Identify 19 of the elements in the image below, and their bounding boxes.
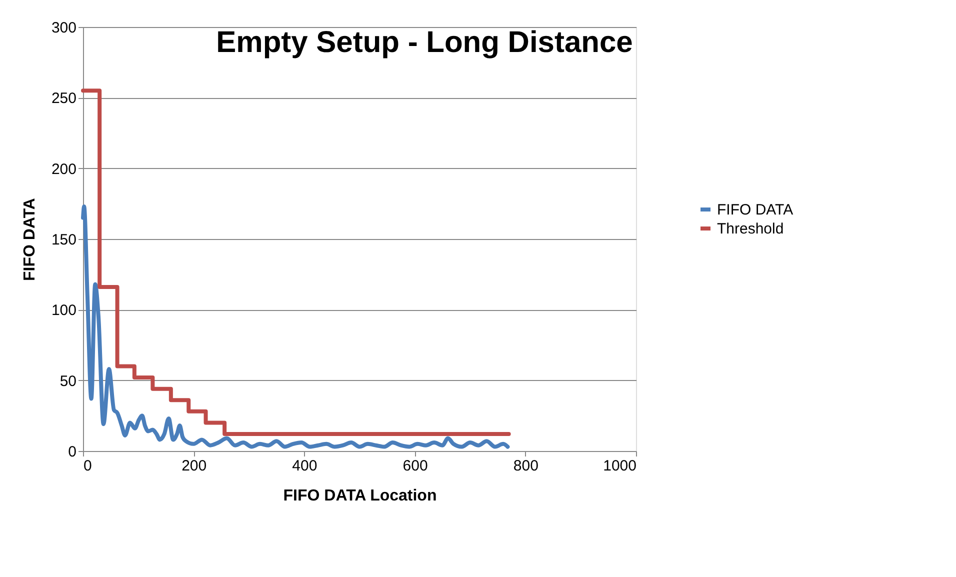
y-tick-label: 200 [51,160,76,178]
y-tick-label: 250 [51,90,76,108]
y-tick-label: 300 [51,20,76,36]
x-tick-label: 800 [513,458,538,474]
x-tick-label: 600 [402,458,428,474]
x-axis-title: FIFO DATA Location [283,488,437,504]
legend-label: Threshold [717,220,784,238]
y-tick-label: 50 [60,372,76,390]
x-tick-label: 400 [292,458,318,474]
x-tick-label: 0 [84,458,92,474]
y-axis-title: FIFO DATA [21,198,38,281]
chart-title: Empty Setup - Long Distance [216,26,633,59]
x-tick-label: 200 [182,458,207,474]
line-series [81,204,510,449]
legend-label: FIFO DATA [717,202,794,218]
y-tick-label: 100 [51,302,76,320]
y-tick-label: 0 [68,444,76,460]
x-tick-label: 1000 [603,458,636,474]
y-tick-label: 150 [51,232,76,248]
